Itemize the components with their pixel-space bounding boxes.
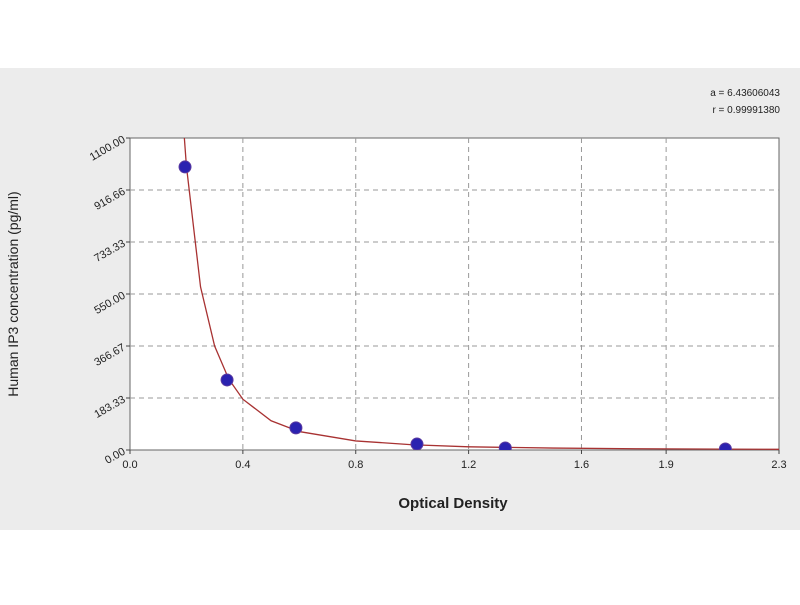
data-point — [498, 441, 512, 450]
x-tick-label: 0.0 — [122, 459, 137, 471]
x-tick-label: 2.3 — [771, 459, 786, 471]
data-point — [410, 437, 424, 450]
x-tick-label: 0.4 — [235, 459, 250, 471]
x-axis-title: Optical Density — [398, 495, 508, 512]
y-axis-title: Human IP3 concentration (pg/ml) — [5, 191, 21, 396]
x-tick-label: 0.8 — [348, 459, 363, 471]
data-point — [178, 160, 192, 174]
annotation: a = 6.43606043 — [710, 88, 780, 99]
x-tick-label: 1.2 — [461, 459, 476, 471]
plot-content — [178, 138, 779, 450]
annotation: r = 0.99991380 — [712, 105, 780, 116]
data-point — [220, 373, 234, 387]
data-point — [718, 442, 732, 450]
x-tick-label: 1.6 — [574, 459, 589, 471]
x-tick-label: 1.9 — [658, 459, 673, 471]
data-point — [289, 421, 303, 435]
